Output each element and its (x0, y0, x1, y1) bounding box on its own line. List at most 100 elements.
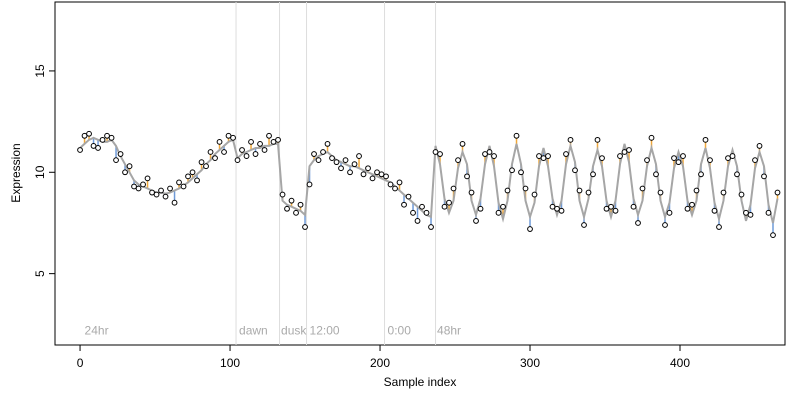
point (293, 209, 299, 216)
point (360, 171, 367, 178)
point (212, 155, 218, 161)
point (90, 143, 97, 149)
point (482, 151, 488, 157)
point (252, 151, 259, 157)
point (432, 149, 439, 155)
point (450, 185, 457, 192)
point (356, 153, 362, 159)
point (306, 181, 313, 188)
point (374, 169, 380, 176)
annotation: 24hr (85, 323, 109, 337)
point (189, 169, 196, 176)
annotation: 12:00 (310, 323, 340, 337)
point (149, 189, 155, 196)
point (387, 181, 394, 188)
point (522, 185, 529, 192)
point (662, 222, 668, 228)
point (549, 203, 556, 210)
point (405, 193, 412, 200)
point (464, 173, 470, 180)
point (167, 185, 173, 192)
point (338, 165, 344, 172)
point (383, 173, 389, 180)
point (455, 157, 461, 164)
point (630, 203, 637, 210)
point (275, 136, 281, 143)
point (342, 157, 349, 164)
point (603, 205, 610, 212)
point (743, 209, 749, 216)
point (266, 132, 272, 139)
point (644, 157, 650, 164)
point (410, 209, 416, 216)
point (761, 173, 767, 180)
point (324, 141, 331, 147)
point (351, 161, 358, 168)
point (207, 149, 214, 155)
point (666, 209, 673, 216)
point (716, 224, 722, 230)
point (261, 147, 268, 153)
point (648, 134, 655, 141)
point (333, 159, 340, 166)
point (320, 149, 326, 155)
point (725, 155, 731, 161)
point (612, 207, 619, 214)
point (230, 134, 236, 141)
point (702, 136, 709, 143)
point (608, 203, 614, 210)
point (468, 189, 475, 196)
point (531, 191, 538, 198)
x-axis-title: Sample index (384, 375, 457, 389)
point (257, 141, 263, 147)
point (617, 153, 623, 159)
point (153, 191, 160, 198)
point (441, 203, 448, 210)
y-tick-label: 5 (33, 270, 47, 277)
point (162, 193, 169, 200)
x-tick-label: 100 (220, 356, 240, 370)
point (239, 147, 245, 153)
point (144, 175, 151, 182)
point (279, 191, 286, 198)
point (396, 179, 403, 186)
point (437, 151, 443, 157)
point (590, 171, 596, 178)
y-tick-label: 15 (33, 64, 47, 78)
point (77, 147, 83, 153)
point (428, 224, 434, 230)
point (774, 189, 781, 196)
point (513, 132, 520, 139)
x-tick-label: 0 (77, 356, 84, 370)
point (720, 189, 727, 196)
point (558, 207, 565, 214)
point (234, 157, 241, 164)
point (653, 171, 659, 178)
point (419, 203, 425, 210)
point (131, 183, 137, 190)
point (81, 132, 88, 139)
point (401, 201, 407, 208)
point (599, 155, 605, 161)
x-tick-label: 300 (520, 356, 540, 370)
point (536, 153, 542, 159)
point (473, 218, 479, 224)
point (486, 149, 493, 155)
point (270, 138, 277, 145)
point (315, 157, 322, 164)
point (329, 155, 335, 161)
point (504, 187, 511, 194)
point (203, 163, 209, 170)
point (671, 155, 677, 161)
point (221, 149, 227, 155)
point (500, 203, 506, 210)
point (135, 185, 142, 192)
point (635, 220, 641, 226)
point (752, 157, 758, 164)
point (365, 165, 371, 172)
x-tick-label: 200 (370, 356, 390, 370)
y-tick-label: 10 (33, 165, 47, 179)
point (459, 141, 466, 147)
point (581, 222, 587, 228)
point (518, 169, 524, 176)
